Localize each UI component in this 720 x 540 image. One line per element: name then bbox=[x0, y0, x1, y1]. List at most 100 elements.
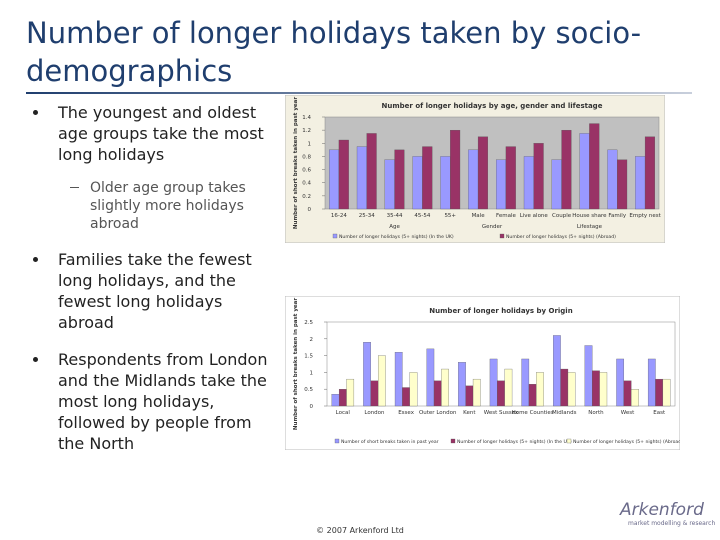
group-label: Lifestage bbox=[577, 224, 603, 230]
bullet-block: The youngest and oldest age groups take … bbox=[30, 102, 275, 233]
x-tick-label: 45-54 bbox=[414, 213, 430, 219]
bar bbox=[617, 159, 628, 210]
slide-title: Number of longer holidays taken by socio… bbox=[26, 16, 642, 88]
bar bbox=[623, 380, 632, 407]
bar bbox=[551, 159, 562, 210]
legend-label: Number of longer holidays (5+ nights) (I… bbox=[457, 439, 572, 445]
bar bbox=[426, 348, 435, 407]
bar bbox=[472, 378, 481, 407]
x-tick-label: Couple bbox=[552, 213, 572, 219]
legend-label: Number of longer holidays (5+ nights) (A… bbox=[506, 234, 616, 240]
bar bbox=[338, 139, 349, 210]
sub-bullet: Older age group takes slightly more holi… bbox=[30, 179, 275, 233]
y-tick-label: 2.5 bbox=[304, 320, 313, 326]
bar bbox=[477, 136, 488, 210]
bar bbox=[338, 389, 347, 407]
bar bbox=[329, 149, 340, 210]
x-tick-label: 55+ bbox=[444, 213, 456, 219]
bar bbox=[356, 146, 367, 210]
bar bbox=[377, 355, 386, 407]
bar bbox=[533, 143, 544, 210]
chart: Number of longer holidays by Origin Numbe… bbox=[285, 296, 680, 450]
bar bbox=[370, 380, 379, 407]
bar bbox=[607, 149, 618, 210]
bullet: Families take the fewest long holidays, … bbox=[30, 249, 275, 333]
bar bbox=[521, 358, 530, 407]
bar bbox=[584, 345, 593, 407]
x-tick-label: Male bbox=[472, 213, 486, 219]
bar bbox=[635, 156, 646, 210]
y-tick-label: 0.6 bbox=[302, 168, 311, 174]
legend-label: Number of short breaks taken in past yea… bbox=[341, 439, 439, 445]
bar bbox=[567, 372, 576, 407]
bar bbox=[440, 156, 451, 210]
bar bbox=[647, 358, 656, 407]
y-tick-label: 0 bbox=[310, 404, 314, 410]
bar bbox=[441, 368, 449, 407]
legend-swatch bbox=[332, 233, 338, 239]
y-tick-label: 1 bbox=[308, 141, 312, 147]
y-tick-label: 1.2 bbox=[302, 128, 311, 134]
bar bbox=[496, 159, 507, 210]
x-tick-label: Live alone bbox=[520, 213, 549, 219]
y-axis-label: Number of short breaks taken in past yea… bbox=[293, 298, 299, 430]
y-tick-label: 1.5 bbox=[304, 354, 313, 360]
legend-swatch bbox=[499, 233, 505, 239]
chart-title: Number of longer holidays by age, gender… bbox=[382, 102, 603, 110]
bar bbox=[458, 362, 466, 407]
copyright: © 2007 Arkenford Ltd bbox=[316, 526, 404, 535]
bar bbox=[655, 378, 664, 407]
chart: Number of longer holidays by age, gender… bbox=[285, 95, 665, 243]
legend-swatch bbox=[566, 438, 572, 444]
bar bbox=[363, 342, 371, 407]
bar bbox=[384, 159, 395, 210]
bar bbox=[644, 136, 655, 210]
bar bbox=[346, 378, 355, 407]
bar bbox=[433, 380, 442, 407]
x-tick-label: Local bbox=[336, 410, 351, 416]
x-tick-label: West bbox=[621, 410, 635, 416]
group-label: Gender bbox=[482, 224, 503, 230]
chart-title: Number of longer holidays by Origin bbox=[429, 307, 572, 315]
bar bbox=[560, 368, 569, 407]
bar bbox=[579, 133, 590, 210]
x-tick-label: Midlands bbox=[552, 410, 577, 416]
bar bbox=[422, 146, 433, 210]
bar bbox=[528, 384, 537, 407]
x-tick-label: 16-24 bbox=[331, 213, 347, 219]
bar bbox=[561, 129, 572, 210]
bar bbox=[497, 380, 505, 407]
plot-area bbox=[324, 116, 660, 210]
x-tick-label: 25-34 bbox=[359, 213, 375, 219]
bar bbox=[505, 146, 516, 210]
x-tick-label: West Sussex bbox=[484, 410, 519, 416]
bar bbox=[489, 358, 498, 407]
bullet: Respondents from London and the Midlands… bbox=[30, 349, 275, 454]
legend-label: Number of longer holidays (5+ nights) (A… bbox=[573, 439, 680, 445]
bar bbox=[331, 394, 340, 407]
x-tick-label: East bbox=[653, 410, 666, 416]
x-tick-label: 35-44 bbox=[387, 213, 403, 219]
group-label: Age bbox=[389, 224, 400, 230]
bar bbox=[523, 156, 534, 210]
legend-swatch bbox=[334, 438, 340, 444]
y-tick-label: 0 bbox=[308, 207, 312, 213]
bullet-block: Respondents from London and the Midlands… bbox=[30, 349, 275, 454]
x-tick-label: Kent bbox=[463, 410, 476, 416]
x-tick-label: Home Counties bbox=[512, 410, 554, 416]
x-tick-label: Female bbox=[496, 213, 517, 219]
x-tick-label: Family bbox=[608, 213, 626, 219]
x-tick-label: House share bbox=[572, 213, 607, 219]
y-tick-label: 2 bbox=[310, 337, 314, 343]
bar bbox=[536, 372, 544, 407]
legend-swatch bbox=[450, 438, 456, 444]
bar bbox=[589, 123, 600, 210]
y-tick-label: 0.2 bbox=[302, 194, 311, 200]
bar bbox=[394, 149, 405, 210]
bar bbox=[450, 129, 461, 210]
x-tick-label: Essex bbox=[398, 410, 414, 416]
bar bbox=[504, 368, 513, 407]
legend-label: Number of longer holidays (5+ nights) (I… bbox=[339, 234, 454, 240]
bullet-list: The youngest and oldest age groups take … bbox=[30, 102, 275, 470]
